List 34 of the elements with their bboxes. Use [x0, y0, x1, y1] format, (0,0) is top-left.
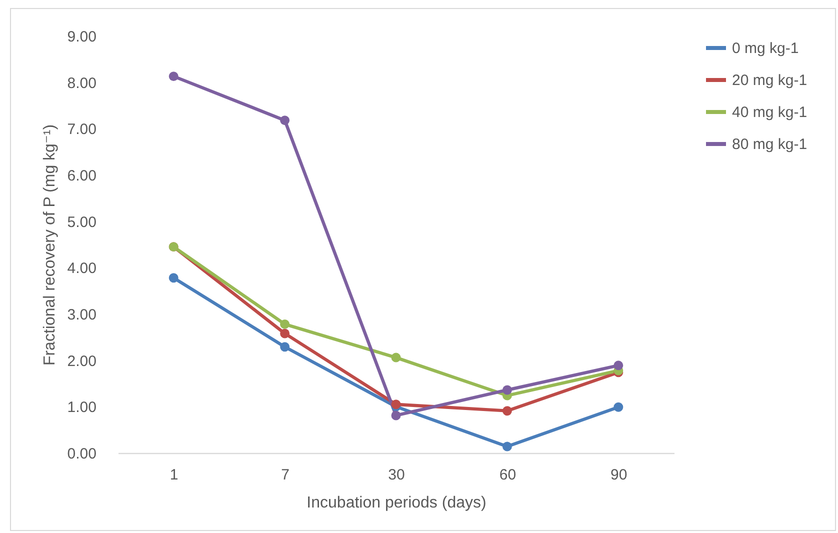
x-tick-label: 30: [388, 466, 405, 484]
y-axis-title: Fractional recovery of P (mg kg⁻¹): [41, 124, 58, 366]
x-tick-label: 90: [610, 466, 628, 484]
y-tick-label: 0.00: [67, 446, 96, 462]
legend-label: 40 mg kg-1: [732, 104, 808, 121]
y-tick-label: 5.00: [67, 214, 96, 231]
y-tick-label: 2.00: [67, 352, 96, 370]
point: [502, 406, 512, 416]
y-tick-label: 7.00: [67, 121, 96, 138]
point: [168, 273, 178, 283]
y-tick-label: 8.00: [67, 74, 96, 92]
legend-label: 80 mg kg-1: [732, 136, 808, 153]
point: [614, 402, 624, 412]
x-tick-label: 7: [281, 466, 290, 484]
y-tick-label: 1.00: [67, 399, 96, 416]
x-tick-label: 1: [170, 466, 178, 484]
point: [280, 342, 290, 352]
legend-label: 20 mg kg-1: [732, 72, 808, 89]
point: [280, 319, 290, 329]
y-tick-label: 3.00: [67, 306, 96, 324]
point: [502, 442, 512, 452]
point: [280, 116, 290, 126]
point: [391, 410, 401, 420]
point: [391, 352, 401, 362]
y-tick-label: 4.00: [67, 260, 96, 278]
point: [168, 72, 178, 82]
x-tick-label: 60: [499, 466, 516, 484]
y-tick-label: 6.00: [67, 168, 96, 184]
y-tick-label: 9.00: [67, 28, 96, 46]
point: [614, 360, 624, 370]
x-axis-title: Incubation periods (days): [306, 494, 486, 512]
legend-label: 0 mg kg-1: [732, 40, 799, 57]
point: [280, 328, 290, 338]
point: [502, 385, 512, 395]
